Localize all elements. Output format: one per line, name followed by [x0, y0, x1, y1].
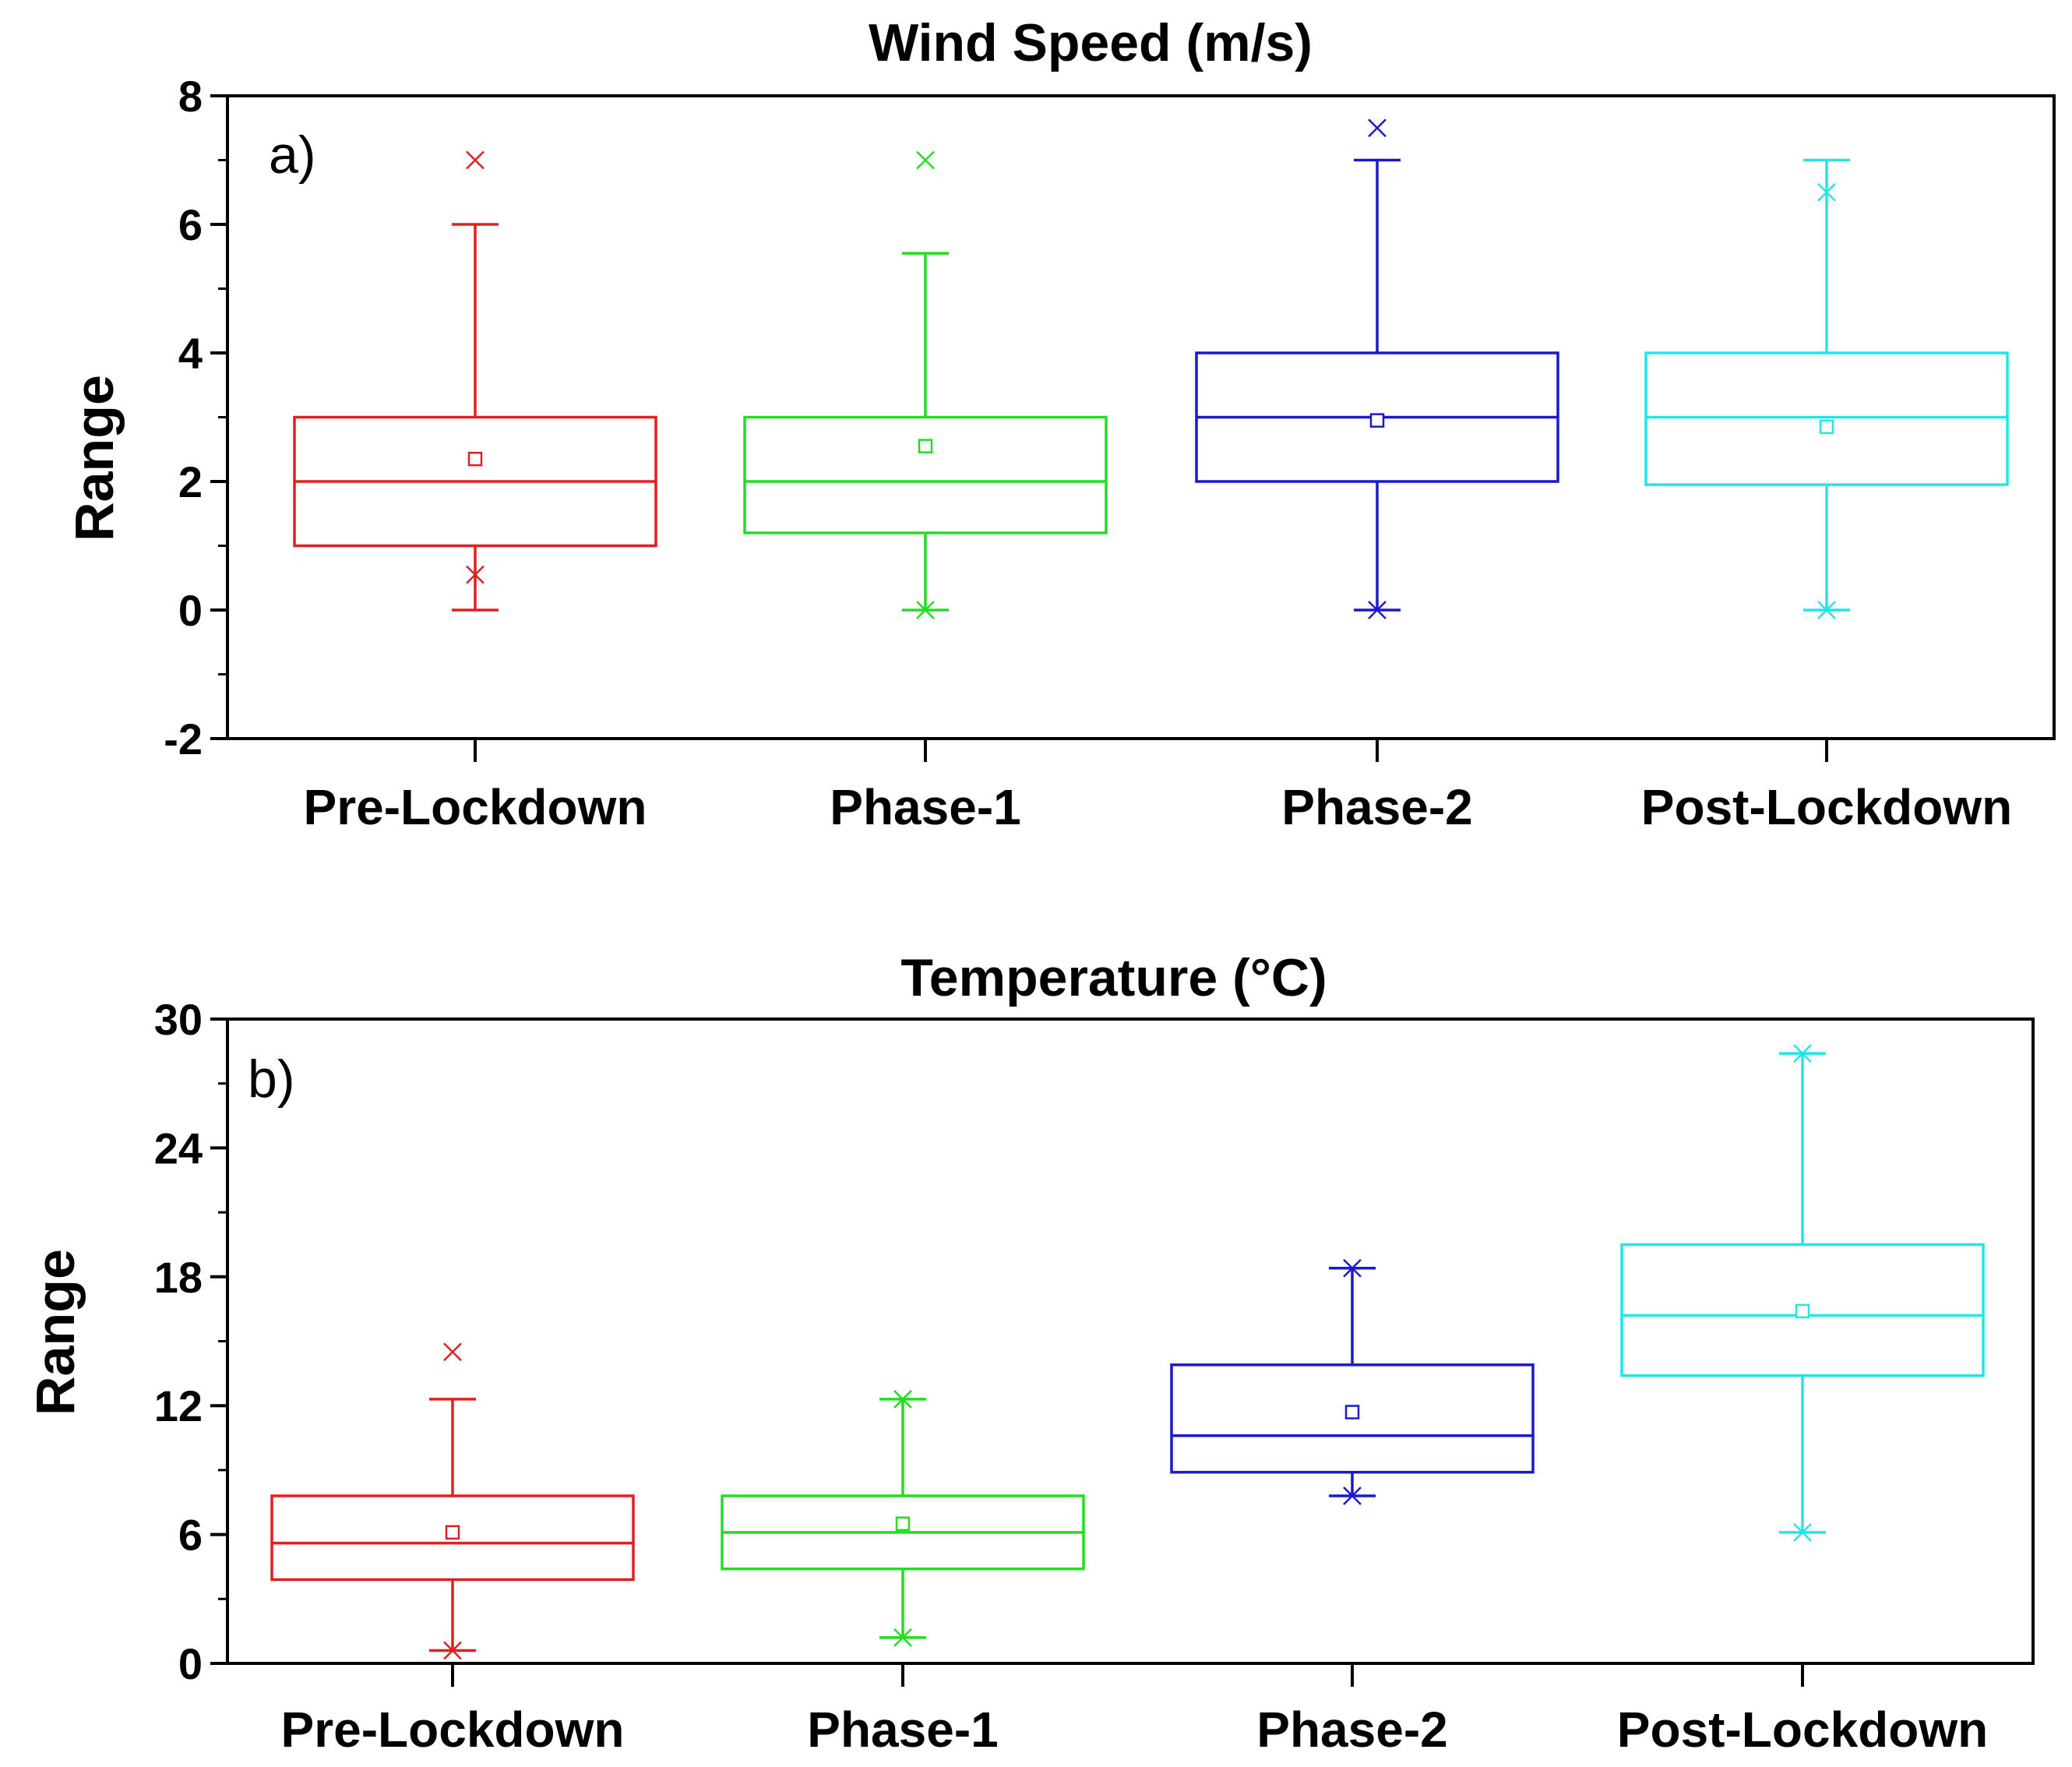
min-marker-stroke — [443, 1641, 462, 1660]
min-marker-stroke — [466, 565, 485, 584]
panel-a-label: a) — [269, 125, 315, 185]
max-marker — [1793, 1044, 1812, 1063]
panel-b-y-tick-label: 30 — [154, 995, 203, 1044]
mean-marker — [467, 451, 483, 467]
panel-a-y-tick-label: 6 — [178, 200, 203, 249]
panel-b-y-tick-label: 12 — [154, 1381, 203, 1430]
panel-a: Wind Speed (m/s) Range a) -2 0 2 4 6 8 Pre-Loc… — [64, 13, 2056, 835]
min-marker-stroke — [1817, 601, 1836, 619]
panel-a-box-phase-2 — [1195, 118, 1559, 619]
panel-b-box-pre-lockdown — [270, 1342, 635, 1660]
panel-b-x-tick-label: Phase-1 — [807, 1702, 998, 1758]
panel-a-y-tick-label: -2 — [164, 714, 203, 764]
max-marker-stroke — [1817, 182, 1836, 202]
panel-a-y-axis-label: Range — [64, 375, 125, 541]
min-marker — [443, 1641, 462, 1660]
panel-b-title: Temperature (°C) — [900, 948, 1327, 1007]
panel-a-box-phase-1 — [743, 150, 1108, 619]
max-marker — [1343, 1258, 1362, 1278]
mean-marker — [1369, 413, 1385, 428]
max-marker-stroke — [443, 1342, 462, 1362]
panel-b-x-tick-label: Post-Lockdown — [1617, 1702, 1988, 1758]
mean-marker — [895, 1516, 911, 1532]
panel-b-axes: 0 6 12 18 24 30 Pre-Lockdown Phase-1 Phase-2 Post… — [154, 995, 1989, 1758]
min-marker — [916, 601, 935, 619]
panel-a-x-tick-label: Post-Lockdown — [1641, 779, 2012, 835]
panel-a-x-tick-label: Phase-2 — [1281, 779, 1472, 835]
max-marker — [1817, 182, 1836, 202]
min-marker-stroke — [893, 1628, 912, 1647]
interquartile-box — [270, 1494, 635, 1582]
panel-b-y-axis-label: Range — [25, 1249, 86, 1416]
min-marker — [893, 1628, 912, 1647]
panel-b-y-tick-label: 6 — [178, 1511, 203, 1560]
interquartile-box — [1620, 1243, 1985, 1377]
panel-b-label: b) — [248, 1049, 294, 1109]
min-marker-stroke — [1368, 601, 1387, 619]
panel-a-x-tick-label: Pre-Lockdown — [304, 779, 647, 835]
mean-marker — [1795, 1303, 1810, 1319]
panel-b-box-phase-1 — [721, 1390, 1085, 1647]
panel-b-y-tick-label: 0 — [178, 1639, 203, 1688]
min-marker-stroke — [1343, 1487, 1362, 1505]
panel-b-boxes — [270, 1044, 1985, 1660]
panel-b-x-tick-label: Pre-Lockdown — [281, 1702, 625, 1758]
panel-b: Temperature (°C) Range b) 0 6 12 18 24 30 Pre-… — [25, 948, 2035, 1758]
max-marker-stroke — [466, 150, 485, 170]
interquartile-box — [743, 415, 1108, 534]
min-marker-stroke — [916, 601, 935, 619]
panel-a-x-tick-label: Phase-1 — [830, 779, 1020, 835]
min-marker-stroke — [1793, 1522, 1812, 1542]
panel-a-y-tick-label: 0 — [178, 586, 203, 635]
mean-marker — [1344, 1405, 1360, 1420]
max-marker-stroke — [1368, 118, 1387, 138]
panel-a-y-tick-label: 8 — [178, 72, 203, 121]
mean-marker — [918, 439, 933, 453]
panel-a-y-tick-label: 2 — [178, 457, 203, 506]
max-marker — [466, 150, 485, 170]
panel-b-box-post-lockdown — [1620, 1044, 1985, 1542]
max-marker — [443, 1342, 462, 1362]
max-marker — [916, 150, 935, 170]
max-marker — [893, 1390, 912, 1409]
panel-a-box-pre-lockdown — [293, 150, 657, 612]
max-marker-stroke — [916, 150, 935, 170]
panel-a-title: Wind Speed (m/s) — [869, 13, 1313, 72]
panel-b-box-phase-2 — [1170, 1258, 1535, 1505]
panel-b-x-tick-label: Phase-2 — [1256, 1702, 1447, 1758]
max-marker-stroke — [1343, 1258, 1362, 1278]
min-marker — [1817, 601, 1836, 619]
interquartile-box — [1644, 351, 2009, 486]
panel-b-y-tick-label: 24 — [154, 1123, 203, 1173]
mean-marker — [1819, 419, 1834, 435]
panel-a-boxes — [293, 118, 2009, 619]
min-marker — [1793, 1522, 1812, 1542]
min-marker — [1368, 601, 1387, 619]
panel-a-axes: -2 0 2 4 6 8 Pre-Lockdown Phase-1 Phase-2 Post-Lo… — [164, 72, 2012, 835]
panel-a-box-post-lockdown — [1644, 158, 2009, 619]
max-marker-stroke — [1793, 1044, 1812, 1063]
mean-marker — [445, 1525, 460, 1540]
min-marker — [466, 565, 485, 584]
min-marker — [1343, 1487, 1362, 1505]
panel-b-y-tick-label: 18 — [154, 1253, 203, 1302]
max-marker-stroke — [893, 1390, 912, 1409]
panel-a-y-tick-label: 4 — [178, 329, 203, 378]
max-marker — [1368, 118, 1387, 138]
